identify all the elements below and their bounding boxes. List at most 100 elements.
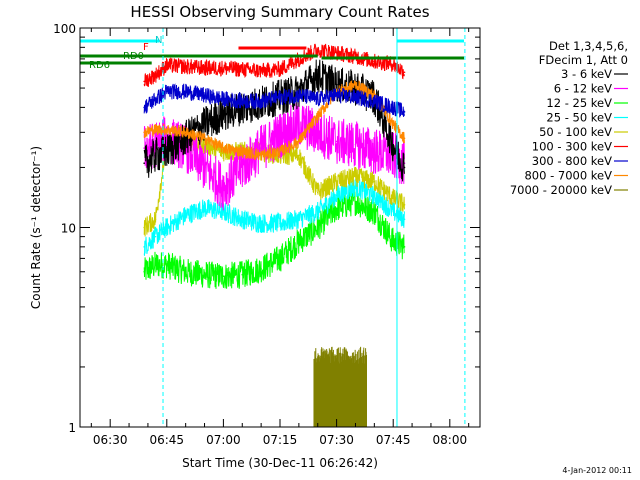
y-tick-label: 1 [68,421,76,435]
series-5-point [165,64,168,67]
series-3-point [222,210,225,213]
series-3-point [298,218,300,221]
series-0-point [143,162,145,165]
series-3-point [260,222,262,225]
series-3-point [241,218,244,221]
series-1-point [316,131,319,134]
chart-title: HESSI Observing Summary Count Rates [130,3,429,21]
series-6-point [143,106,145,109]
series-line-7 [143,80,405,161]
series-0-point [392,143,395,146]
f-label: F [143,42,149,53]
series-2-point [373,210,376,213]
series-6-point [165,90,168,93]
series-6-point [316,98,319,100]
series-5-point [335,52,338,54]
series-2-point [279,257,281,260]
series-6-point [392,106,395,109]
series-1-point [335,140,338,143]
series-1-point [260,147,262,149]
series-4-point [143,226,145,229]
series-2-point [222,275,225,278]
series-6-point [203,94,206,97]
series-0-point [241,106,244,109]
rd0-label: RD0 [123,51,144,62]
series-6-point [354,96,357,98]
n-label: N [155,35,162,46]
x-tick-label: 07:45 [376,433,411,447]
series-1-point [143,147,145,149]
series-7-point [354,83,357,86]
series-5-point [241,68,244,71]
series-line-3 [143,178,405,256]
x-tick-label: 08:00 [433,433,468,447]
series-2-point [154,264,157,266]
series-2-point [298,240,300,243]
series-5-point [143,80,145,83]
series-5-point [298,58,300,60]
series-4-point [154,218,157,221]
series-4-point [403,203,406,206]
series-3-point [373,194,376,197]
series-0-point [165,150,168,153]
series-5-point [279,68,281,71]
series-5-point [184,65,187,68]
series-0-point [184,137,187,140]
series-3-point [203,207,206,209]
series-7-point [392,123,395,125]
series-4-point [298,154,300,157]
series-6-point [298,94,300,97]
series-7-point [203,137,206,140]
series-2-point [260,268,262,270]
legend-entry-label: 7000 - 20000 keV [510,183,612,197]
series-6-point [154,98,157,100]
series-2-point [316,226,319,229]
series-4-point [373,180,376,183]
series-5-point [316,48,319,51]
series-5-point [203,67,206,69]
series-6-point [184,90,187,93]
series-4-point [354,175,357,178]
x-tick-label: 07:00 [206,433,241,447]
series-6-point [222,98,225,100]
series-2-point [335,207,338,209]
x-tick-label: 07:15 [263,433,298,447]
legend-entry-label: 3 - 6 keV [561,67,612,81]
series-5-point [373,60,376,63]
legend-entry-label: 6 - 12 keV [554,82,612,96]
series-3-point [335,194,338,197]
series-2-point [241,273,244,276]
series-1-point [373,150,376,153]
series-line-1 [143,102,405,211]
series-6-point [279,96,281,98]
series-7-point [222,147,225,149]
x-tick-label: 06:45 [149,433,184,447]
series-6-point [373,100,376,102]
series-3-point [392,210,395,213]
series-4-point [316,191,319,194]
series-7-point [165,128,168,131]
y-tick-label: 100 [53,22,76,36]
series-1-point [298,123,300,125]
series-1-point [222,185,225,188]
x-axis-label: Start Time (30-Dec-11 06:26:42) [182,456,378,470]
series-1-point [279,134,281,137]
series-6-point [241,100,244,102]
series-2-point [143,270,145,273]
series-2-point [354,200,357,203]
x-tick-label: 07:30 [319,433,354,447]
series-1-point [241,166,244,169]
series-3-point [184,214,187,217]
legend-entry-label: 800 - 7000 keV [524,169,612,183]
series-line-5 [143,43,405,87]
series-7-point [260,154,262,157]
series-line-6 [143,83,405,118]
series-1-point [354,143,357,146]
series-6-point [403,111,406,113]
legend-entry-label: 100 - 300 keV [532,140,612,154]
series-7-point [154,128,157,131]
series-0-point [154,154,157,157]
series-4-point [335,180,338,183]
series-0-point [222,113,225,115]
